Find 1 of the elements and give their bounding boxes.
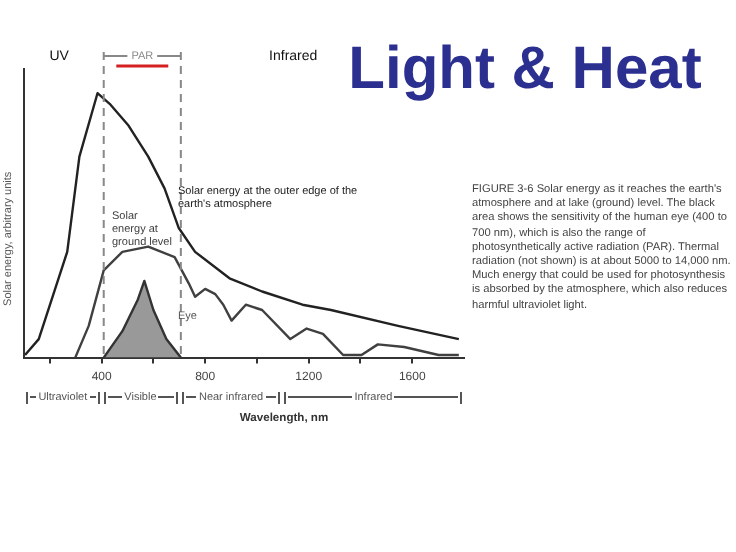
chart-title: Light & Heat (346, 36, 704, 104)
